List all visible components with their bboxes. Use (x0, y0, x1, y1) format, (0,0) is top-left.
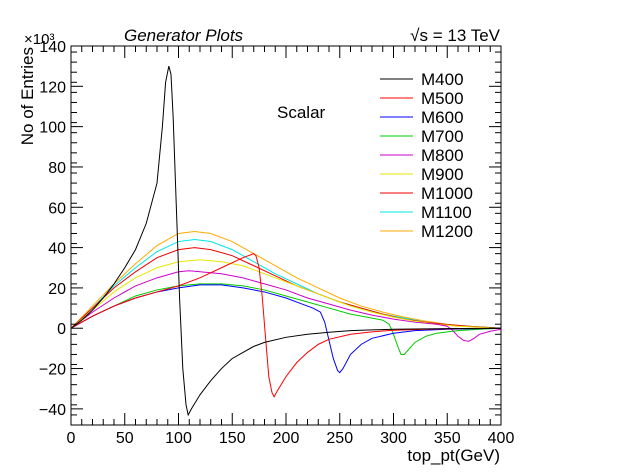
y-axis-label: No of Entries (18, 47, 37, 145)
header-left-title: Generator Plots (124, 26, 244, 45)
y-tick-label: 120 (39, 79, 66, 96)
y-multiplier: ×10³ (24, 31, 54, 48)
legend-label-m800: M800 (421, 146, 464, 165)
legend-label-m900: M900 (421, 165, 464, 184)
x-tick-label: 400 (488, 430, 515, 447)
y-tick-label: 140 (39, 39, 66, 56)
y-tick-label: 0 (57, 321, 66, 338)
y-tick-label: 80 (48, 160, 66, 177)
y-tick-label: −40 (39, 402, 66, 419)
series-line-m1000 (70, 247, 502, 329)
y-tick-label: 100 (39, 120, 66, 137)
legend-label-m600: M600 (421, 108, 464, 127)
legend-label-m1000: M1000 (421, 184, 473, 203)
series-line-m800 (70, 270, 502, 342)
series-line-m500 (70, 253, 502, 398)
y-axis-ticks: −40 −20 0 20 40 60 80 100 120 140 (39, 39, 501, 426)
x-tick-label: 300 (380, 430, 407, 447)
series-line-m900 (70, 259, 502, 329)
legend-label-m1100: M1100 (421, 203, 472, 222)
x-axis-label: top_pt(GeV) (407, 446, 500, 465)
x-tick-label: 0 (67, 430, 76, 447)
annotation-scalar: Scalar (277, 103, 326, 122)
x-tick-label: 50 (116, 430, 134, 447)
legend-label-m1200: M1200 (421, 222, 473, 241)
series-curves (70, 66, 502, 417)
header-right-energy: √s = 13 TeV (410, 26, 500, 45)
x-tick-label: 100 (165, 430, 192, 447)
series-line-m400 (70, 66, 502, 417)
legend-label-m400: M400 (421, 70, 464, 89)
x-tick-label: 350 (434, 430, 461, 447)
series-line-m700 (70, 283, 502, 355)
y-tick-label: 40 (48, 241, 66, 258)
y-tick-label: −20 (39, 362, 66, 379)
series-line-m600 (70, 284, 502, 374)
x-tick-label: 150 (219, 430, 246, 447)
y-tick-label: 60 (48, 200, 66, 217)
x-tick-label: 200 (273, 430, 300, 447)
legend-label-m500: M500 (421, 89, 464, 108)
series-line-m1100 (70, 239, 502, 329)
y-tick-label: 20 (48, 281, 66, 298)
series-line-m1200 (70, 230, 502, 329)
x-tick-label: 250 (326, 430, 353, 447)
legend-label-m700: M700 (421, 127, 464, 146)
